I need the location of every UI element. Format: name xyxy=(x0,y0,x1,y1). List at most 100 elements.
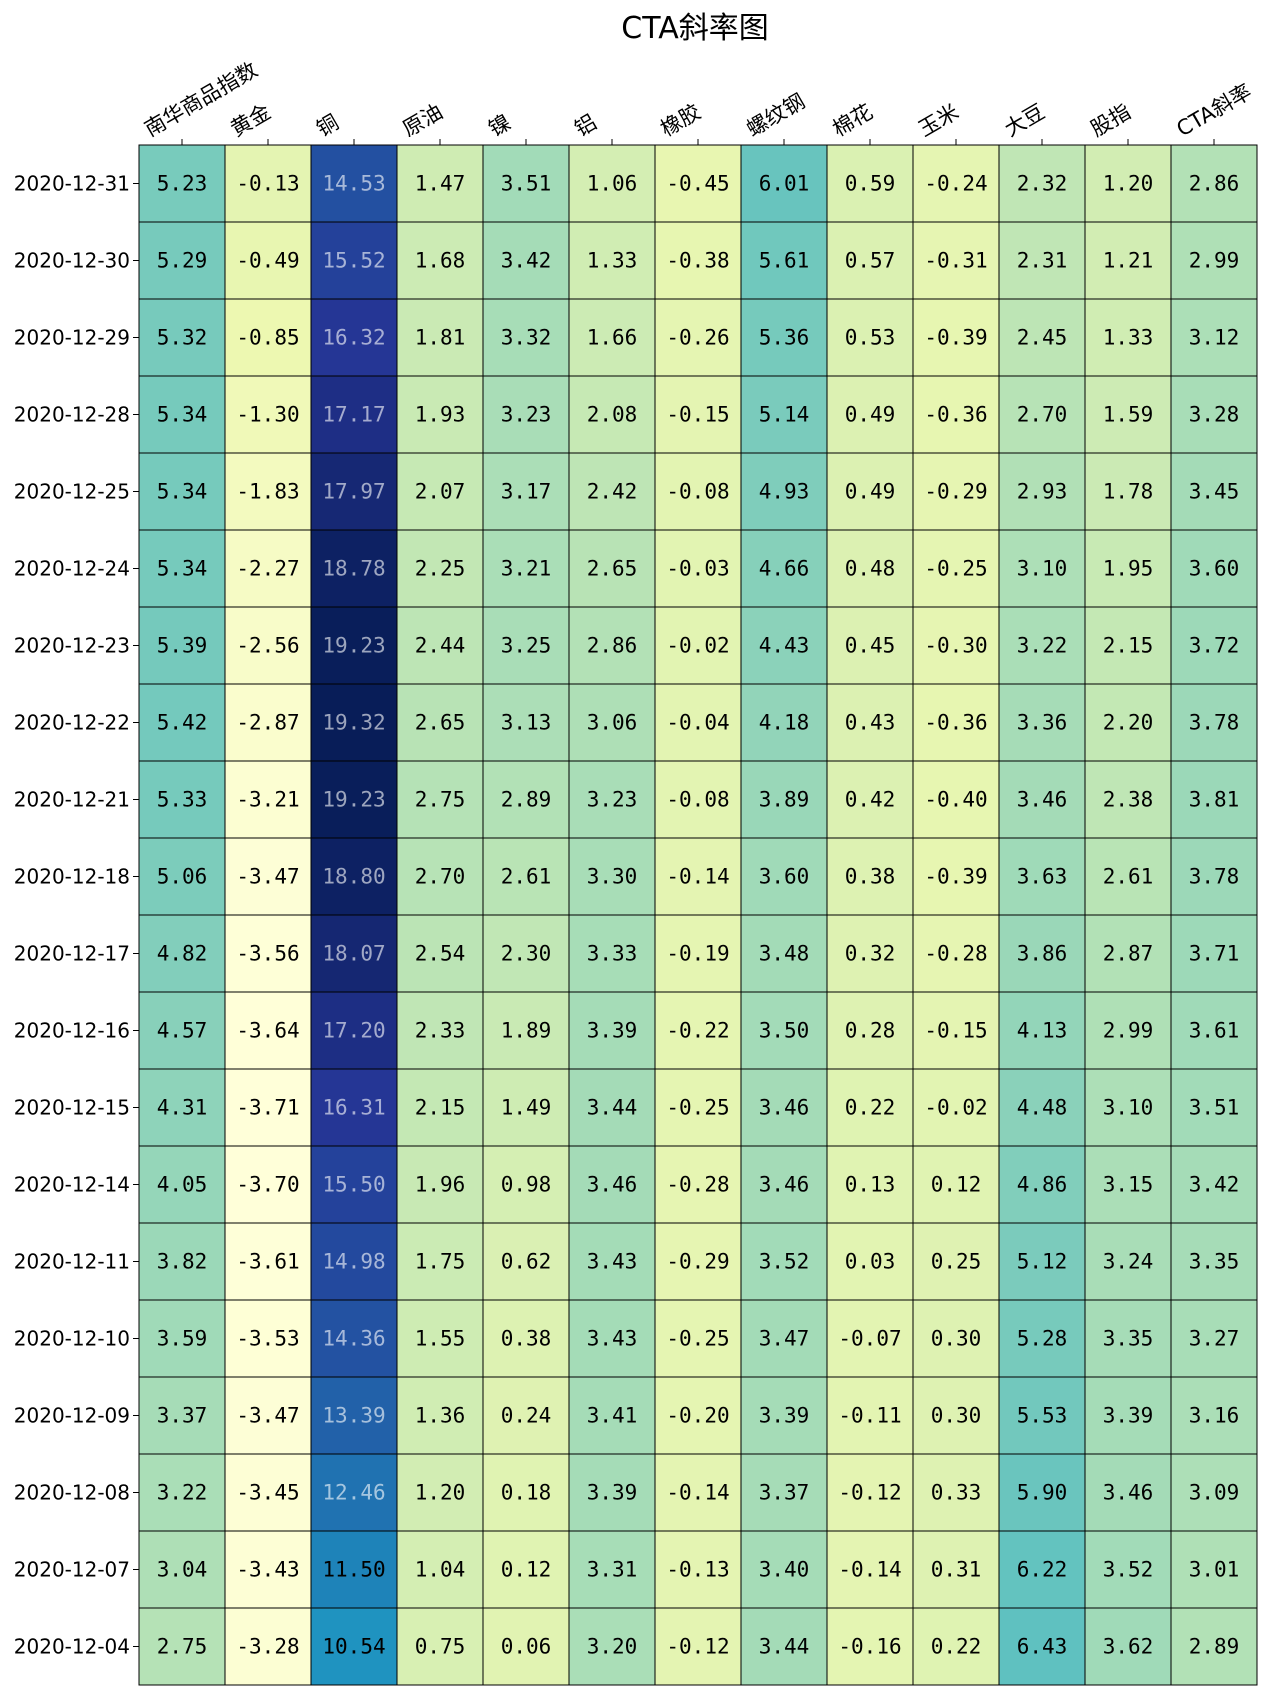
column-label: 原油 xyxy=(399,100,447,142)
heatmap-cell xyxy=(1170,221,1258,300)
cell-value-label: 0.57 xyxy=(845,249,896,273)
cell-value-label: 0.03 xyxy=(845,1250,896,1274)
heatmap-cell xyxy=(998,1607,1086,1686)
cell-value-label: 1.95 xyxy=(1103,557,1154,581)
cell-value-label: 3.32 xyxy=(501,326,552,350)
row-label: 2020-12-09 xyxy=(14,1404,130,1428)
heatmap-cell xyxy=(740,837,828,916)
heatmap-cell xyxy=(998,760,1086,839)
heatmap-cell xyxy=(1084,760,1172,839)
cell-value-label: -3.64 xyxy=(236,1019,299,1043)
heatmap-cell xyxy=(396,529,484,608)
heatmap-cell xyxy=(998,1376,1086,1455)
cell-value-label: 3.45 xyxy=(1189,480,1240,504)
cell-value-label: 0.18 xyxy=(501,1481,552,1505)
heatmap-cell xyxy=(1084,452,1172,531)
cell-value-label: 2.61 xyxy=(501,865,552,889)
cell-value-label: 18.80 xyxy=(322,865,385,889)
heatmap-cell xyxy=(482,1453,570,1532)
cell-value-label: -0.49 xyxy=(236,249,299,273)
row-label: 2020-12-11 xyxy=(14,1250,130,1274)
heatmap-cell xyxy=(998,1299,1086,1378)
heatmap-cell xyxy=(224,452,312,531)
cell-value-label: 3.46 xyxy=(759,1096,810,1120)
heatmap-cell xyxy=(912,1145,1000,1224)
cell-value-label: 5.23 xyxy=(157,172,208,196)
cell-value-label: -0.08 xyxy=(666,788,729,812)
cell-value-label: 0.33 xyxy=(931,1481,982,1505)
heatmap-cell xyxy=(826,1222,914,1301)
cell-value-label: 0.62 xyxy=(501,1250,552,1274)
heatmap-cell xyxy=(998,606,1086,685)
cell-value-label: 3.52 xyxy=(759,1250,810,1274)
cell-value-label: 5.33 xyxy=(157,788,208,812)
heatmap-cell xyxy=(998,1068,1086,1147)
cell-value-label: -0.13 xyxy=(666,1558,729,1582)
column-label: 大豆 xyxy=(1001,100,1049,142)
heatmap-cell xyxy=(224,1299,312,1378)
heatmap-cell xyxy=(568,221,656,300)
row-label: 2020-12-08 xyxy=(14,1481,130,1505)
cell-value-label: 10.54 xyxy=(322,1635,385,1659)
row-label: 2020-12-28 xyxy=(14,403,130,427)
heatmap-cell xyxy=(1170,529,1258,608)
cell-value-label: 4.31 xyxy=(157,1096,208,1120)
cell-value-label: -0.19 xyxy=(666,942,729,966)
heatmap-cell xyxy=(740,760,828,839)
cell-value-label: -3.21 xyxy=(236,788,299,812)
row-label: 2020-12-14 xyxy=(14,1173,130,1197)
heatmap-cell xyxy=(1170,1530,1258,1609)
heatmap-cell xyxy=(740,991,828,1070)
heatmap-cells: 5.23 -0.13 14.53 1.47 3.51 1.06 -0.45 6.01 0.59 -… xyxy=(138,144,1258,1686)
heatmap-cell xyxy=(1170,144,1258,223)
cell-value-label: 3.52 xyxy=(1103,1558,1154,1582)
cell-value-label: -3.61 xyxy=(236,1250,299,1274)
heatmap-cell xyxy=(826,1376,914,1455)
cell-value-label: 3.33 xyxy=(587,942,638,966)
heatmap-cell xyxy=(482,221,570,300)
cell-value-label: 1.66 xyxy=(587,326,638,350)
heatmap-cell xyxy=(138,1299,226,1378)
cell-value-label: -3.47 xyxy=(236,865,299,889)
cell-value-label: 17.97 xyxy=(322,480,385,504)
heatmap-cell xyxy=(1170,837,1258,916)
heatmap-cell xyxy=(826,1299,914,1378)
column-labels: 南华商品指数黄金铜原油镍铝橡胶 螺纹钢 棉花 玉米 大豆 股指 CTA斜率 xyxy=(141,58,1256,145)
cell-value-label: 3.30 xyxy=(587,865,638,889)
heatmap-cell xyxy=(826,1453,914,1532)
heatmap-cell xyxy=(310,1607,398,1686)
heatmap-cell xyxy=(740,221,828,300)
cell-value-label: 1.21 xyxy=(1103,249,1154,273)
cell-value-label: 0.38 xyxy=(501,1327,552,1351)
cell-value-label: 3.47 xyxy=(759,1327,810,1351)
heatmap-cell xyxy=(654,683,742,762)
cell-value-label: 2.70 xyxy=(1017,403,1068,427)
heatmap-cell xyxy=(654,529,742,608)
cell-value-label: 5.39 xyxy=(157,634,208,658)
heatmap-cell xyxy=(568,1530,656,1609)
cell-value-label: 5.42 xyxy=(157,711,208,735)
heatmap-cell xyxy=(1170,298,1258,377)
heatmap-cell xyxy=(568,1453,656,1532)
heatmap-cell xyxy=(826,837,914,916)
cell-value-label: 1.06 xyxy=(587,172,638,196)
heatmap-cell xyxy=(396,452,484,531)
row-label: 2020-12-10 xyxy=(14,1327,130,1351)
heatmap-cell xyxy=(1084,221,1172,300)
cell-value-label: 0.59 xyxy=(845,172,896,196)
heatmap-cell xyxy=(998,1453,1086,1532)
heatmap-cell xyxy=(568,991,656,1070)
heatmap-cell xyxy=(1084,298,1172,377)
heatmap-cell xyxy=(1170,1068,1258,1147)
row-label: 2020-12-04 xyxy=(14,1635,130,1659)
cell-value-label: 3.46 xyxy=(587,1173,638,1197)
heatmap-cell xyxy=(826,298,914,377)
cell-value-label: 4.48 xyxy=(1017,1096,1068,1120)
cell-value-label: -2.87 xyxy=(236,711,299,735)
heatmap-cell xyxy=(396,1607,484,1686)
heatmap-cell xyxy=(654,1145,742,1224)
heatmap-cell xyxy=(396,1376,484,1455)
heatmap-cell xyxy=(482,298,570,377)
cell-value-label: 14.53 xyxy=(322,172,385,196)
cell-value-label: 3.01 xyxy=(1189,1558,1240,1582)
